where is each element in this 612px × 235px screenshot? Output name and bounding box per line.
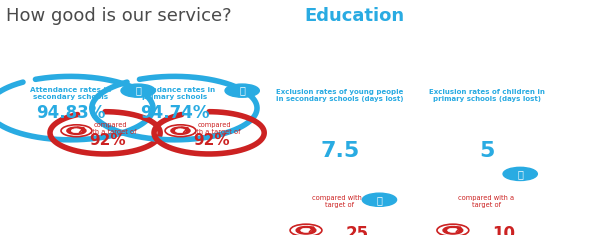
Circle shape [176,129,185,133]
Text: compared
with a target of: compared with a target of [85,122,136,135]
Text: 94.74%: 94.74% [140,104,209,122]
Circle shape [165,125,196,137]
Circle shape [121,84,155,97]
Circle shape [67,127,86,134]
Text: compared with a
target of: compared with a target of [458,195,515,208]
Text: 5: 5 [479,141,494,161]
Circle shape [296,227,316,234]
Circle shape [447,228,458,232]
Text: compared
with a target of: compared with a target of [189,122,241,135]
Text: Attendance rates in
primary schools: Attendance rates in primary schools [134,87,215,100]
Circle shape [72,129,81,133]
Text: Exclusion rates of children in
primary schools (days lost): Exclusion rates of children in primary s… [428,89,545,102]
Circle shape [290,224,322,235]
Circle shape [300,228,312,232]
Text: 👍: 👍 [517,169,523,179]
Circle shape [443,227,463,234]
Text: 10: 10 [493,225,516,235]
Text: compared with a
target of: compared with a target of [312,195,368,208]
Text: 25: 25 [346,225,369,235]
Circle shape [61,125,92,137]
Text: 94.83%: 94.83% [35,104,105,122]
Circle shape [503,167,537,180]
Circle shape [362,193,397,206]
Text: Attendance rates in
secondary schools: Attendance rates in secondary schools [30,87,111,100]
Text: Education: Education [305,7,405,25]
Circle shape [171,127,190,134]
Text: 7.5: 7.5 [320,141,359,161]
Text: 👍: 👍 [239,86,245,96]
Circle shape [225,84,259,97]
Text: How good is our service?: How good is our service? [6,7,237,25]
Text: 92%: 92% [193,133,230,148]
Text: 👍: 👍 [376,195,382,205]
Text: Exclusion rates of young people
in secondary schools (days lost): Exclusion rates of young people in secon… [276,89,403,102]
Text: 92%: 92% [89,133,126,148]
Text: 👍: 👍 [135,86,141,96]
Circle shape [437,224,469,235]
